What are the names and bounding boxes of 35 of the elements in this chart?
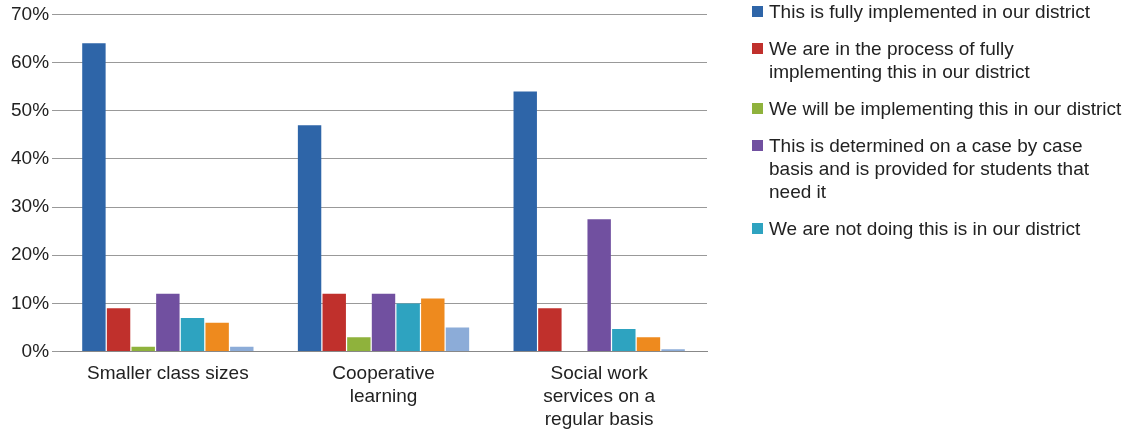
bar: [297, 125, 322, 352]
y-tick-label: 0%: [21, 339, 50, 361]
bar: [538, 308, 562, 352]
bar: [612, 328, 636, 352]
bar: [587, 219, 611, 352]
bar: [371, 293, 396, 352]
y-tick-label: 50%: [11, 98, 50, 120]
bar: [445, 327, 470, 352]
legend-label: This is determined on a case by case basis and is provided for students that need it: [769, 134, 1091, 203]
y-tick-label: 20%: [11, 243, 50, 265]
y-tick-label: 40%: [11, 147, 50, 169]
bar: [636, 337, 661, 352]
y-tick-label: 60%: [11, 50, 50, 72]
legend-label: We will be implementing this in our district: [769, 97, 1122, 120]
x-tick-label: Smaller class sizes: [87, 362, 249, 384]
bar: [347, 337, 371, 352]
legend-label: This is fully implemented in our district: [769, 0, 1090, 23]
bar: [82, 43, 106, 352]
y-tick-label: 10%: [11, 291, 50, 313]
y-tick-label: 70%: [11, 2, 50, 24]
legend-label: We are not doing this is in our district: [769, 217, 1081, 240]
x-tick-label: Cooperative learning: [332, 362, 435, 407]
bar: [180, 317, 205, 352]
bar: [205, 322, 229, 352]
bar: [513, 91, 537, 352]
bar: [322, 293, 346, 352]
bar: [156, 293, 180, 352]
bar: [131, 346, 155, 352]
bar: [396, 303, 420, 352]
legend-label: We are in the process of fully implementing this in our district: [769, 37, 1031, 83]
y-tick-label: 30%: [11, 195, 50, 217]
x-tick-label: Social work services on a regular basis: [543, 362, 656, 429]
bar: [421, 298, 445, 352]
bar: [106, 308, 131, 352]
bar: [230, 346, 254, 352]
